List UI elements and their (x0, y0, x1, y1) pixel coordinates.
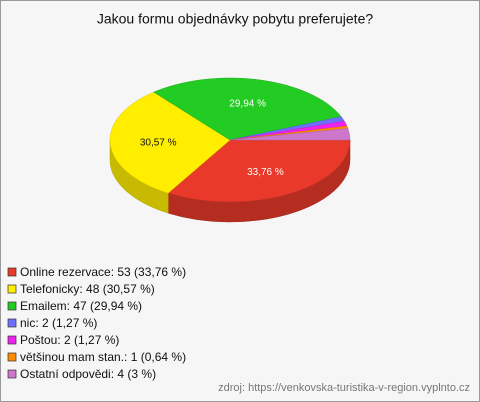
legend-swatch (7, 284, 17, 294)
legend-swatch (7, 335, 17, 345)
legend-label: nic: 2 (1,27 %) (20, 316, 97, 330)
slice (153, 77, 342, 141)
legend-swatch (7, 318, 17, 328)
legend-swatch (7, 267, 17, 277)
slice-label: 33,76 % (247, 167, 284, 178)
legend-label: Ostatní odpovědi: 4 (3 %) (20, 367, 156, 381)
source: zdroj: https://venkovska-turistika-v-reg… (218, 382, 470, 394)
slice (167, 139, 351, 203)
slice-label: 30,57 % (140, 137, 177, 148)
legend-label: Poštou: 2 (1,27 %) (20, 333, 119, 347)
chart-title: Jakou formu objednávky pobytu preferujet… (97, 11, 373, 27)
legend-label: většinou mam stan.: 1 (0,64 %) (20, 350, 186, 364)
slice-label: 29,94 % (229, 99, 266, 110)
legend-label: Online rezervace: 53 (33,76 %) (20, 265, 186, 279)
legend-swatch (7, 369, 17, 379)
legend-label: Telefonicky: 48 (30,57 %) (20, 282, 155, 296)
slice (229, 128, 351, 141)
legend-swatch (7, 352, 17, 362)
legend-swatch (7, 301, 17, 311)
slice (109, 91, 231, 194)
legend-label: Emailem: 47 (29,94 %) (20, 299, 142, 313)
